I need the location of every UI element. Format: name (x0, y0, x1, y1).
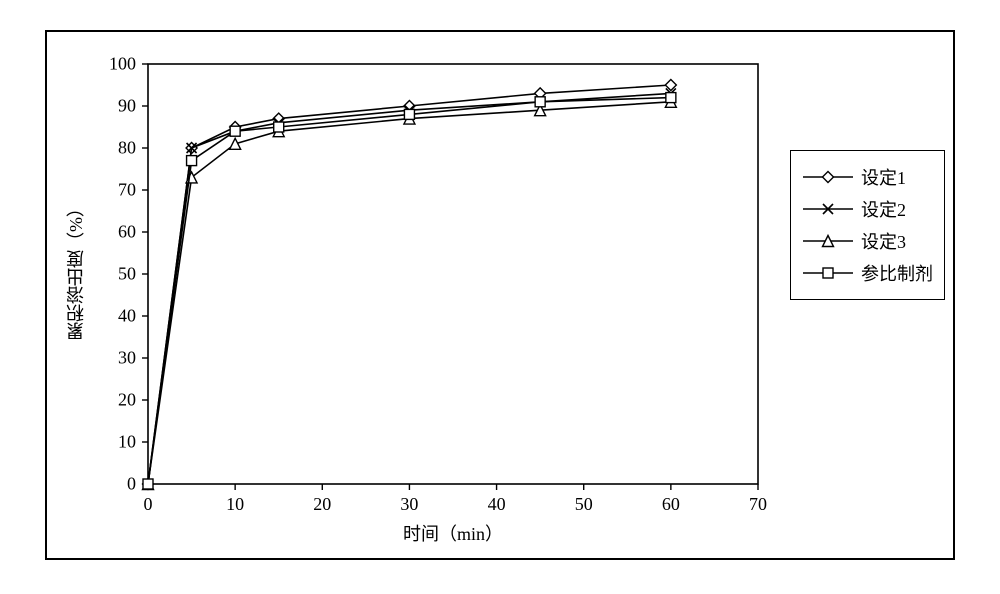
y-tick-label: 70 (118, 180, 136, 201)
x-tick-label: 20 (313, 494, 331, 515)
y-tick-label: 50 (118, 264, 136, 285)
y-tick-label: 0 (127, 474, 136, 495)
y-tick-label: 60 (118, 222, 136, 243)
y-tick-label: 80 (118, 138, 136, 159)
y-tick-label: 30 (118, 348, 136, 369)
legend-item-s3: 设定3 (803, 225, 932, 257)
legend-item-s2: 设定2 (803, 193, 932, 225)
series-s1 (143, 80, 677, 490)
series-s4 (143, 93, 676, 489)
legend-label: 设定2 (861, 196, 906, 222)
series-s2 (143, 88, 676, 489)
legend-swatch (803, 261, 853, 285)
x-tick-label: 30 (400, 494, 418, 515)
x-tick-label: 70 (749, 494, 767, 515)
legend-swatch (803, 165, 853, 189)
legend: 设定1 设定2 设定3 参比制剂 (790, 150, 945, 300)
y-tick-label: 100 (109, 54, 136, 75)
x-tick-label: 40 (488, 494, 506, 515)
legend-label: 参比制剂 (861, 260, 933, 286)
legend-item-s4: 参比制剂 (803, 257, 932, 289)
legend-label: 设定3 (861, 228, 906, 254)
x-axis-title: 时间（min） (403, 520, 503, 546)
y-tick-label: 90 (118, 96, 136, 117)
y-tick-label: 10 (118, 432, 136, 453)
x-tick-label: 0 (144, 494, 153, 515)
x-tick-label: 10 (226, 494, 244, 515)
legend-item-s1: 设定1 (803, 161, 932, 193)
legend-label: 设定1 (861, 164, 906, 190)
x-tick-label: 60 (662, 494, 680, 515)
y-tick-label: 40 (118, 306, 136, 327)
legend-swatch (803, 197, 853, 221)
y-axis-title: 累积溶出度（%） (63, 199, 89, 340)
y-tick-label: 20 (118, 390, 136, 411)
x-tick-label: 50 (575, 494, 593, 515)
series-s3 (143, 96, 677, 489)
legend-swatch (803, 229, 853, 253)
